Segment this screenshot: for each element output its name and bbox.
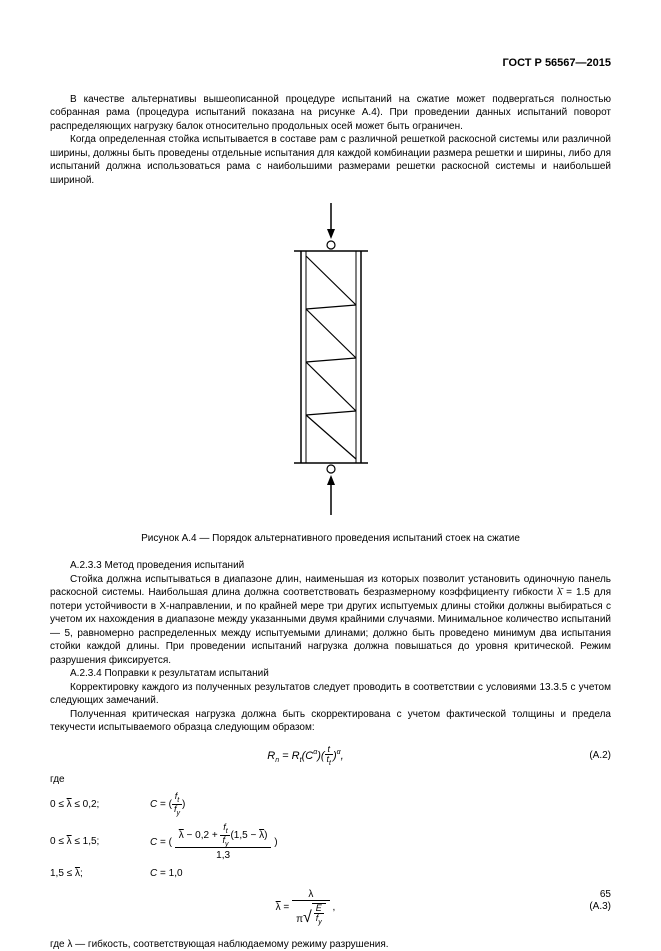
section-a233-heading: А.2.3.3 Метод проведения испытаний <box>50 559 611 573</box>
formula-a3-row: λ = λ π√Efy , (А.3) <box>50 889 611 926</box>
section-a234-text2: Полученная критическая нагрузка должна б… <box>50 708 611 735</box>
formula-a3: λ = λ π√Efy , <box>50 889 561 926</box>
figure-a4 <box>50 201 611 522</box>
section-a234-heading: А.2.3.4 Поправки к результатам испытаний <box>50 667 611 681</box>
formula-a3-label: (А.3) <box>561 900 611 914</box>
section-a234-text1: Корректировку каждого из полученных резу… <box>50 681 611 708</box>
standard-header: ГОСТ Р 56567—2015 <box>50 56 611 71</box>
final-where: где λ — гибкость, соответствующая наблюд… <box>50 938 611 951</box>
paragraph-2: Когда определенная стойка испытывается в… <box>50 133 611 187</box>
paragraph-1: В качестве альтернативы вышеописанной пр… <box>50 93 611 134</box>
figure-a4-caption: Рисунок А.4 — Порядок альтернативного пр… <box>50 532 611 546</box>
condition-2: 0 ≤ λ ≤ 1,5; C = ( λ − 0,2 + ftfy(1,5 − … <box>50 823 611 862</box>
formula-a2: Rn = Rt(Cα)(ttt)α, <box>50 745 561 767</box>
formula-a2-row: Rn = Rt(Cα)(ttt)α, (А.2) <box>50 745 611 767</box>
section-a233-text: Стойка должна испытываться в диапазоне д… <box>50 573 611 668</box>
condition-3: 1,5 ≤ λ; C = 1,0 <box>50 867 611 881</box>
where-label: где <box>50 773 611 787</box>
page-number: 65 <box>600 888 611 902</box>
figure-a4-svg <box>276 201 386 517</box>
condition-1: 0 ≤ λ ≤ 0,2; C = (ftfy) <box>50 792 611 817</box>
formula-a2-label: (А.2) <box>561 749 611 763</box>
